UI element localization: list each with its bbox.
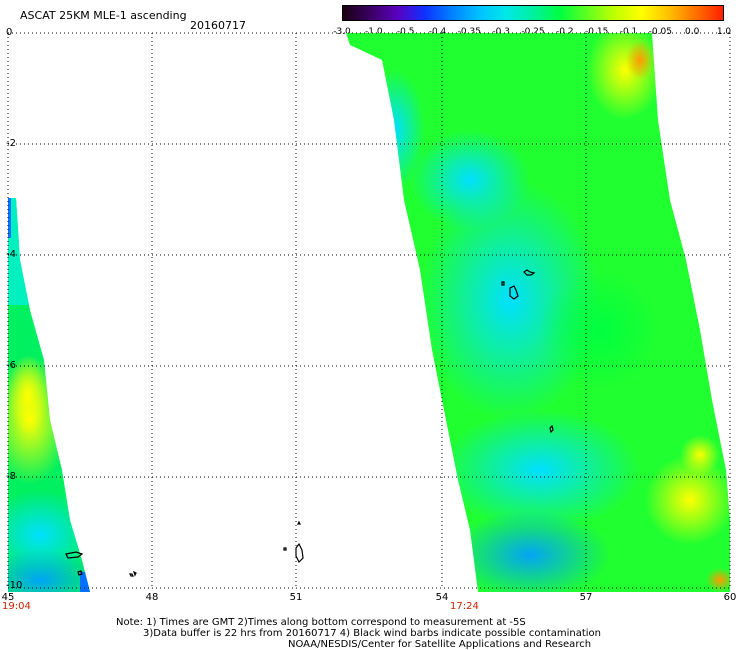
colorbar-label: 1.0 [716, 27, 732, 37]
colorbar-label: -0.05 [648, 27, 672, 37]
island-outline [129, 573, 134, 577]
note-line-1: Note: 1) Times are GMT 2)Times along bot… [116, 617, 526, 628]
island-outline [77, 570, 83, 576]
colorbar-label: -0.25 [521, 27, 545, 37]
island-outline [65, 551, 84, 559]
colorbar-label: -0.15 [585, 27, 609, 37]
island-outline [295, 542, 304, 564]
colorbar [342, 5, 724, 21]
pass-time-right: 17:24 [450, 601, 479, 612]
colorbar-label: -3.0 [333, 27, 351, 37]
island-outline [283, 547, 287, 551]
x-axis-label-3: 54 [435, 592, 449, 603]
colorbar-label: -1.0 [365, 27, 383, 37]
y-axis-label-2: -4 [6, 249, 16, 260]
map-title: ASCAT 25KM MLE-1 ascending [20, 9, 187, 22]
gridlines [7, 32, 731, 589]
coastlines [65, 269, 554, 577]
note-line-3: NOAA/NESDIS/Center for Satellite Applica… [288, 639, 592, 650]
island-outline [132, 570, 137, 577]
x-axis-label-0: 45 [1, 592, 15, 603]
colorbar-label: -0.3 [492, 27, 510, 37]
colorbar-label: -0.2 [556, 27, 574, 37]
island-outline [523, 269, 536, 276]
island-outline [549, 424, 554, 434]
y-axis-label-4: -8 [6, 471, 16, 482]
colorbar-label: -0.5 [396, 27, 415, 37]
island-outline [501, 281, 505, 286]
colorbar-label: 0.0 [684, 27, 700, 37]
colorbar-label: -0.1 [619, 27, 638, 37]
x-axis-label-4: 57 [579, 592, 593, 603]
x-axis-label-5: 60 [723, 592, 737, 603]
colorbar-strip [342, 5, 724, 21]
colorbar-label: -0.35 [457, 27, 481, 37]
colorbar-label: -0.4 [428, 27, 447, 37]
x-axis-label-2: 51 [289, 592, 303, 603]
y-axis-label-3: -6 [6, 360, 16, 371]
pass-time-left: 19:04 [2, 601, 31, 612]
island-outline [297, 520, 301, 525]
note-line-2: 3)Data buffer is 22 hrs from 20160717 4)… [143, 628, 601, 639]
y-axis-label-1: -2 [6, 138, 16, 149]
y-axis-label-5: -10 [6, 580, 23, 591]
x-axis-label-1: 48 [145, 592, 159, 603]
map-date: 20160717 [190, 19, 246, 32]
right-swath [346, 33, 730, 592]
island-outline [509, 285, 519, 300]
y-axis-label-0: 0 [6, 27, 13, 38]
